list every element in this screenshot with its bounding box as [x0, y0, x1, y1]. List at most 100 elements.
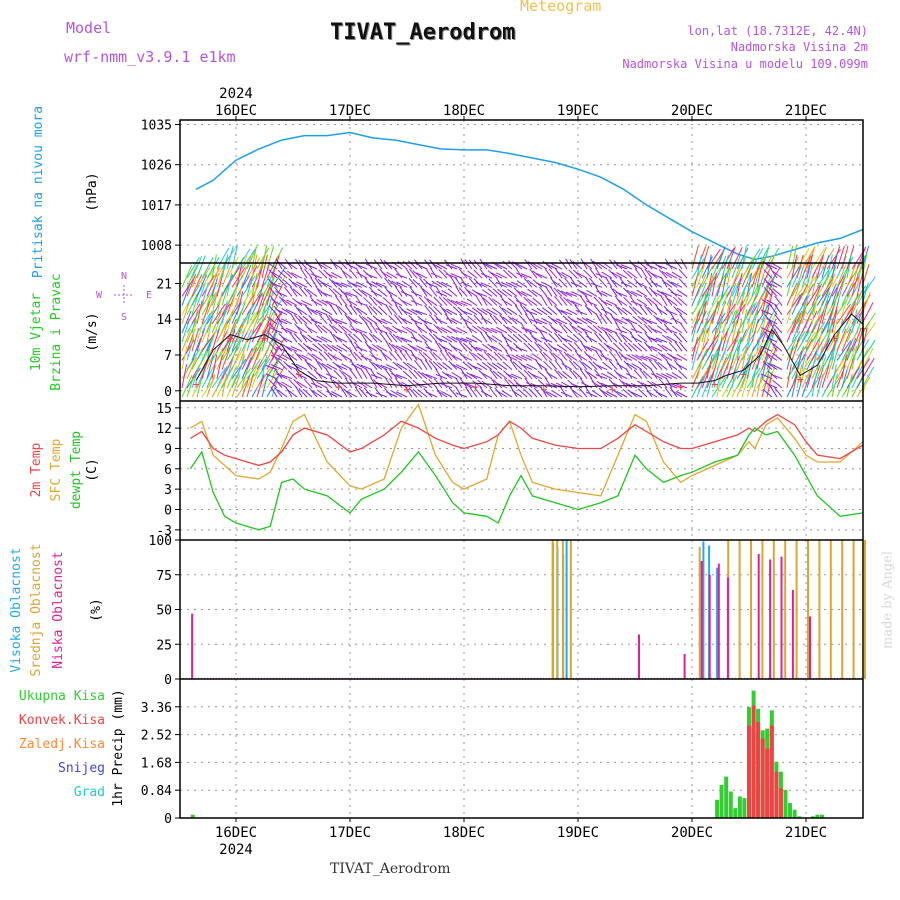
wind-gust-marker: [740, 371, 747, 378]
wind-barb: [527, 343, 538, 352]
wind-barb: [415, 310, 428, 316]
wind-barb: [335, 282, 348, 288]
wind-barb: [731, 318, 739, 343]
wind-barb: [771, 262, 783, 270]
wind-barb: [826, 309, 834, 334]
date-label-bottom: 20DEC: [671, 825, 713, 841]
wind-barb: [418, 296, 428, 306]
wind-barb: [329, 258, 338, 270]
wind-barb: [598, 342, 608, 352]
wind-barb: [231, 358, 247, 380]
wind-barb: [352, 288, 363, 297]
wind-barb: [446, 308, 458, 316]
wind-barb: [311, 390, 323, 398]
wind-barb: [657, 352, 668, 361]
wind-barb: [340, 386, 348, 398]
wind-barb: [335, 364, 348, 371]
wind-barb: [614, 350, 623, 361]
wind-barb: [380, 350, 388, 361]
wind-gust-marker: [711, 381, 718, 388]
wind-barb: [647, 306, 658, 316]
wind-barb: [350, 318, 363, 325]
wind-barb: [316, 372, 328, 380]
wind-barb: [401, 326, 413, 334]
wind-barb: [589, 277, 598, 288]
wind-barb: [315, 359, 323, 370]
precip-legend-item: Grad: [74, 785, 105, 800]
wind-barb: [566, 335, 578, 343]
wind-barb: [329, 331, 338, 343]
y-tick-label: 6: [164, 463, 172, 478]
cloud-unit: (%): [89, 598, 104, 621]
wind-barb: [617, 306, 628, 316]
wind-barb: [572, 361, 583, 370]
wind-barb: [419, 277, 428, 288]
wind-barb: [796, 310, 805, 334]
wind-barb: [231, 310, 242, 334]
wind-barb: [674, 341, 683, 352]
wind-barb: [765, 263, 778, 270]
wind-barb: [831, 373, 838, 398]
wind-barb: [281, 336, 293, 343]
wind-barb: [394, 314, 403, 325]
wind-barb: [196, 274, 208, 297]
wind-barb: [636, 289, 648, 297]
wind-barb: [673, 296, 683, 306]
wind-barb: [644, 277, 653, 288]
year-label-top: 2024: [219, 86, 253, 102]
wind-barb: [616, 298, 628, 306]
wind-barb: [526, 363, 538, 371]
year-label-bottom: 2024: [219, 842, 253, 858]
wind-barb: [670, 355, 683, 361]
wind-barb: [602, 361, 613, 370]
wind-barb: [355, 368, 363, 379]
wind-barb: [650, 354, 663, 361]
wind-barb: [360, 364, 373, 371]
wind-barb: [201, 338, 213, 361]
wind-barb: [246, 358, 262, 379]
wind-barb: [350, 340, 358, 352]
wind-barb: [831, 282, 840, 306]
wind-barb: [656, 372, 668, 380]
wind-barb: [186, 257, 200, 279]
wind-barb: [201, 331, 217, 352]
wind-barb: [585, 391, 598, 398]
wind-barb: [304, 359, 313, 370]
wind-barb: [769, 267, 778, 279]
wind-barb: [500, 281, 513, 288]
wind-barb: [558, 278, 568, 288]
wind-barb: [289, 286, 298, 297]
wind-barb: [482, 343, 493, 352]
wind-barb: [391, 344, 403, 352]
wind-barb: [593, 305, 603, 316]
wind-barb: [601, 390, 613, 398]
wind-barb: [365, 304, 373, 315]
wind-barb: [606, 371, 618, 380]
wind-barb: [796, 254, 804, 279]
cloud-axis-title-2: Srednja Oblacnost: [29, 543, 44, 676]
wind-barb: [246, 347, 258, 370]
wind-barb: [560, 290, 573, 297]
wind-barb: [360, 368, 368, 379]
wind-barb: [364, 258, 373, 270]
wind-barb: [801, 331, 817, 352]
wind-barb: [470, 364, 483, 371]
wind-barb: [667, 297, 678, 306]
wind-barb: [791, 245, 797, 270]
wind-barb: [826, 346, 835, 370]
wind-barb: [731, 247, 743, 270]
wind-barb: [665, 263, 678, 270]
wind-barb: [655, 391, 668, 398]
wind-barb: [350, 282, 363, 288]
wind-barb: [760, 309, 773, 316]
wind-barb: [411, 308, 423, 316]
wind-barb: [318, 351, 328, 361]
wind-barb: [841, 245, 849, 270]
wind-barb: [388, 314, 398, 325]
wind-barb: [585, 346, 598, 352]
wind-barb: [791, 337, 800, 361]
wind-barb: [211, 303, 226, 325]
wind-barb: [741, 245, 747, 270]
wind-barb: [614, 304, 623, 316]
wind-barb: [292, 288, 303, 297]
